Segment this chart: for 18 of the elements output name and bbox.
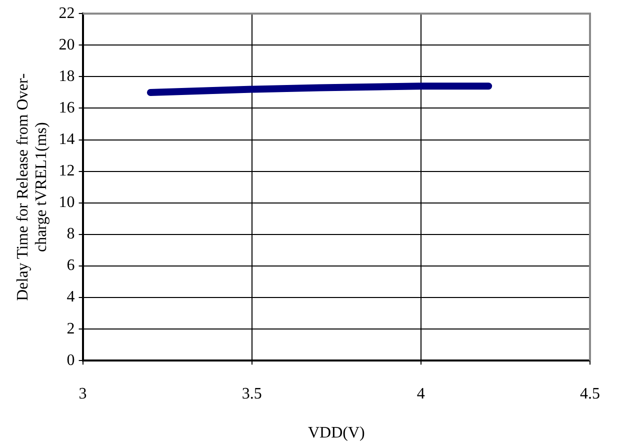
y-tick-label: 2 <box>66 320 75 338</box>
y-tick-label: 4 <box>66 288 75 306</box>
x-tick-label: 4 <box>416 385 425 402</box>
y-tick-label: 20 <box>58 36 75 54</box>
y-axis-title: Delay Time for Release from Over- charge tVREL1(ms) <box>14 73 50 301</box>
y-tick-label: 16 <box>58 99 75 116</box>
x-tick-label: 3 <box>78 385 87 402</box>
y-tick-label: 10 <box>58 194 75 212</box>
y-tick-label: 18 <box>58 68 75 85</box>
y-tick-label: 22 <box>58 4 75 22</box>
y-tick-label: 14 <box>58 130 75 148</box>
x-tick-label: 4.5 <box>580 385 600 402</box>
y-tick-label: 8 <box>66 226 75 243</box>
x-tick-label: 3.5 <box>242 385 262 402</box>
y-tick-label: 6 <box>66 257 75 274</box>
y-tick-label: 12 <box>58 162 75 180</box>
x-axis-title: VDD(V) <box>308 424 365 442</box>
y-tick-label: 0 <box>66 352 75 369</box>
